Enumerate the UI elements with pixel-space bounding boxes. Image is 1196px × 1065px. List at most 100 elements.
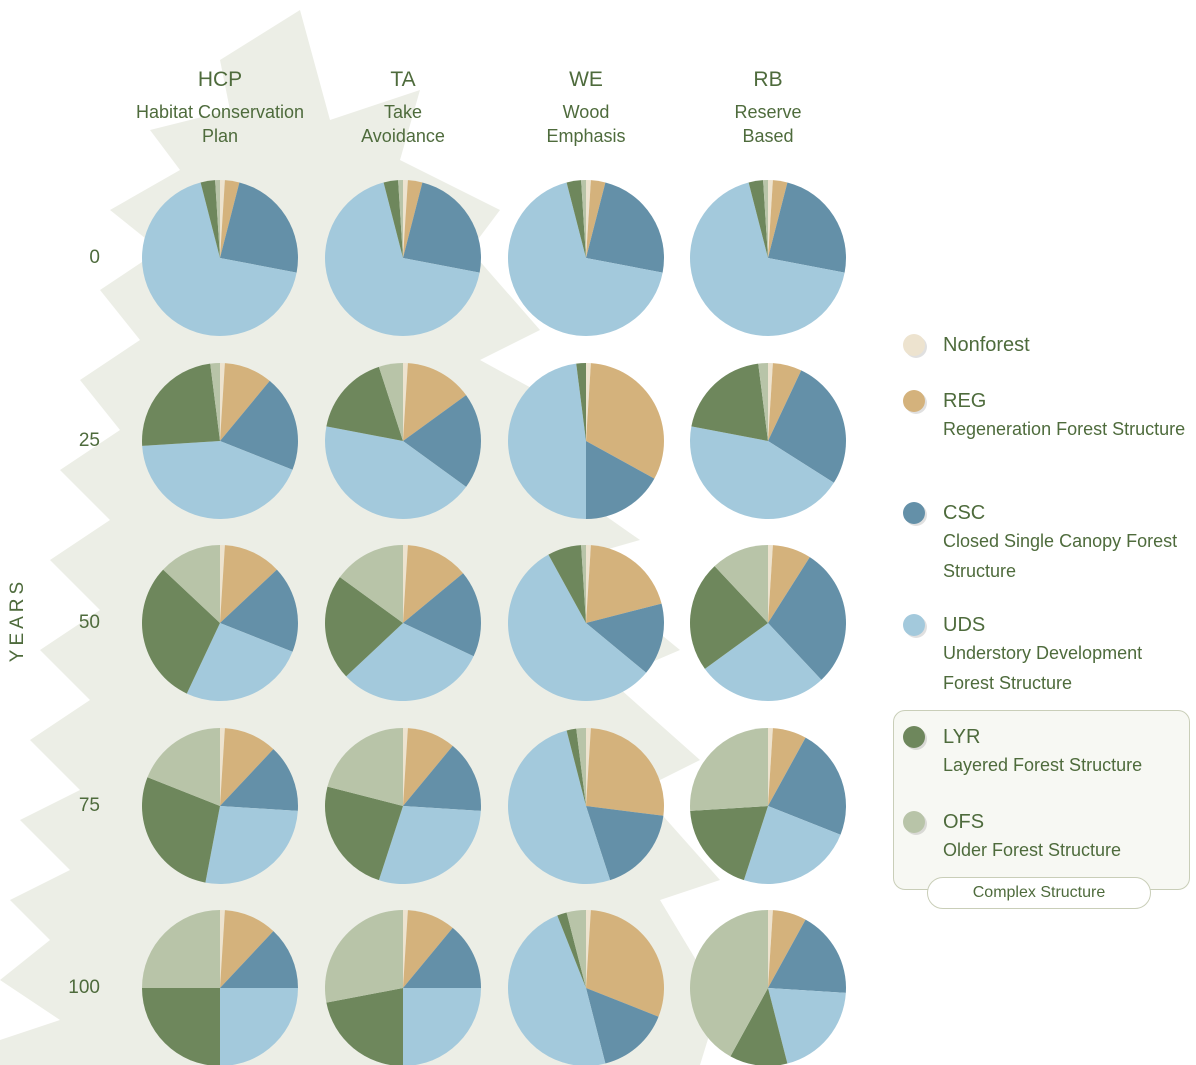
pie-slice — [378, 806, 481, 885]
pie-slice — [378, 363, 403, 441]
pie-slice — [142, 363, 220, 446]
pie-slice — [324, 426, 467, 519]
pie-slice — [704, 623, 822, 701]
pie-slice — [768, 557, 846, 680]
pie-slice — [141, 777, 220, 883]
pie-slice — [586, 441, 655, 519]
pie-slice — [768, 737, 846, 835]
pie-slice — [220, 545, 277, 623]
pie-slice — [200, 180, 220, 258]
legend-name: REG — [943, 390, 987, 412]
pie-slice — [690, 182, 845, 336]
tree-background — [0, 10, 720, 1065]
pie-slice — [403, 927, 481, 988]
pie-slice — [215, 180, 220, 258]
pie-slice — [220, 380, 298, 470]
pie-slice — [383, 180, 403, 258]
pie-slice — [763, 180, 768, 258]
pie-slice — [768, 370, 847, 483]
legend-item: REG Regeneration Forest Structure — [903, 388, 1193, 444]
pie-slice — [690, 910, 768, 1057]
pie-slice — [346, 623, 474, 701]
pie-slice — [768, 728, 773, 806]
pie-slice — [508, 554, 647, 701]
pie-slice — [220, 988, 298, 1065]
pie-slice — [586, 603, 664, 673]
group-label: Complex Structure — [927, 877, 1151, 909]
row-label: 50 — [78, 612, 100, 633]
pie-slice — [581, 545, 586, 623]
row-label: 100 — [68, 977, 100, 998]
pie-slice — [205, 806, 298, 884]
pie-slice — [768, 910, 773, 988]
pie-slice — [326, 988, 403, 1065]
pie-slice — [508, 363, 586, 519]
pie-slice — [548, 545, 586, 623]
pie-slice — [586, 180, 591, 258]
legend-item: OFS Older Forest Structure — [903, 809, 1193, 865]
column-abbr: TA — [390, 68, 416, 91]
column-header: WE Wood Emphasis — [531, 68, 641, 148]
legend-description: Closed Single Canopy Forest Structure — [943, 531, 1178, 581]
legend-item: Nonforest — [903, 332, 1193, 358]
pie-slice — [220, 545, 225, 623]
pie-slice — [586, 988, 659, 1064]
pie-slice — [743, 806, 841, 885]
pie-slice — [768, 363, 773, 441]
pie-slice — [768, 545, 773, 623]
pie-slice — [508, 915, 606, 1065]
column-abbr: RB — [753, 68, 783, 91]
pie-slice — [403, 728, 408, 806]
pie-slice — [141, 569, 220, 694]
pie-slice — [689, 566, 768, 669]
pie-slice — [325, 182, 480, 336]
pie-slice — [768, 180, 773, 258]
column-name: Wood Emphasis — [546, 102, 626, 146]
pie-slice — [403, 988, 481, 1065]
pie-slice — [768, 910, 806, 988]
pie-slice — [220, 180, 240, 258]
pie-slice — [142, 988, 220, 1065]
legend-name: Nonforest — [943, 334, 1030, 356]
pie-slice — [142, 910, 220, 988]
pie-slice — [220, 910, 225, 988]
pie-slice — [142, 441, 293, 519]
column-name: Take Avoidance — [361, 102, 445, 146]
pie-slice — [586, 910, 665, 1017]
pie-slice — [220, 749, 299, 811]
pie-slice — [576, 363, 586, 441]
legend-swatch — [903, 502, 925, 524]
pie-slice — [586, 182, 665, 273]
column-header: RB Reserve Based — [713, 68, 823, 148]
pie-slice — [142, 182, 297, 336]
legend-swatch — [903, 390, 925, 412]
pie-slice — [768, 919, 846, 993]
pie-slice — [220, 569, 298, 652]
pie-slice — [326, 366, 403, 441]
pie-slice — [403, 182, 481, 273]
pie-slice — [768, 180, 788, 258]
pie-slice — [768, 545, 810, 623]
legend-description: Layered Forest Structure — [943, 755, 1143, 775]
column-name: Reserve Based — [734, 102, 802, 146]
pie-slice — [220, 363, 270, 441]
legend-swatch — [903, 811, 925, 833]
pie-slice — [557, 912, 586, 988]
pie-slice — [220, 728, 274, 806]
column-abbr: HCP — [197, 68, 243, 91]
pie-slice — [586, 545, 662, 623]
pie-slice — [186, 623, 293, 701]
pie-slice — [714, 545, 768, 623]
legend-description: Understory Development Forest Structure — [943, 643, 1143, 693]
legend-name: OFS — [943, 811, 985, 833]
pie-slice — [403, 910, 453, 988]
pie-slice — [403, 180, 423, 258]
column-abbr: WE — [569, 68, 603, 91]
pie-slice — [325, 910, 403, 1003]
pie-slice — [586, 806, 664, 881]
pie-slice — [586, 910, 591, 988]
pie-slice — [690, 806, 768, 881]
pie-slice — [768, 182, 847, 273]
